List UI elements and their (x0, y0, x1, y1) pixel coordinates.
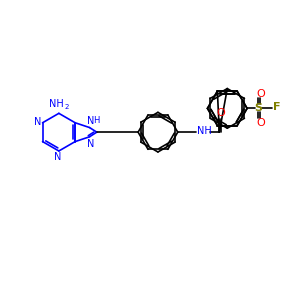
Text: N: N (87, 116, 94, 126)
Text: N: N (54, 152, 61, 162)
Text: S: S (254, 103, 262, 113)
Text: O: O (256, 118, 265, 128)
Text: O: O (256, 88, 265, 98)
Text: O: O (216, 108, 225, 118)
Text: H: H (93, 116, 100, 125)
Text: F: F (273, 102, 280, 112)
Text: 2: 2 (64, 104, 69, 110)
Text: N: N (87, 139, 94, 149)
Text: N: N (34, 117, 41, 127)
Text: NH: NH (197, 126, 212, 136)
Text: NH: NH (49, 99, 63, 110)
